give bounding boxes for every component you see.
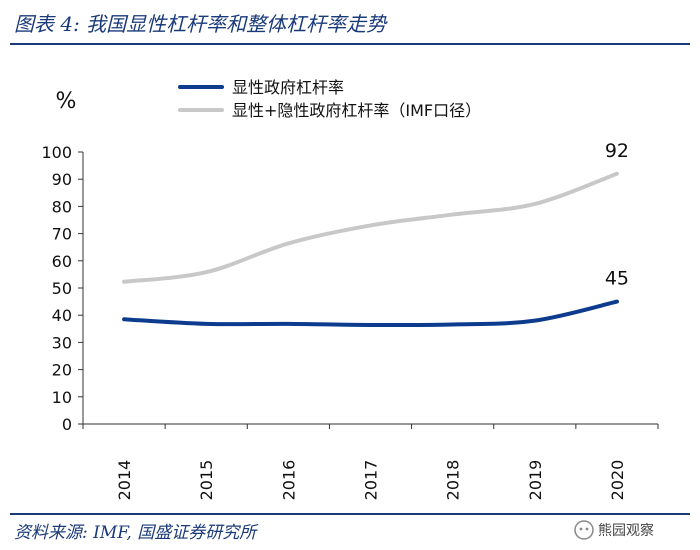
- legend-label-explicit: 显性政府杠杆率: [232, 78, 344, 97]
- end-value-label: 92: [605, 140, 629, 162]
- y-tick-label: 100: [41, 143, 72, 162]
- x-tick-label: 2018: [444, 460, 463, 501]
- x-tick-label: 2017: [362, 460, 381, 501]
- source-note: 资料来源: IMF, 国盛证券研究所: [14, 523, 257, 543]
- end-value-label: 45: [605, 268, 629, 290]
- watermark-text: 熊园观察: [598, 523, 654, 539]
- y-tick-label: 80: [52, 197, 72, 216]
- axes: 0 10 20 30 40 50 60 70 80 90 100 2014 2015 2016 2017 20…: [41, 143, 659, 501]
- footer-divider: [10, 513, 690, 515]
- x-tick-label: 2015: [197, 460, 216, 501]
- y-tick-label: 40: [52, 306, 72, 325]
- legend: 显性政府杠杆率 显性+隐性政府杠杆率（IMF口径）: [178, 78, 481, 120]
- wechat-icon: [574, 520, 594, 540]
- y-tick-label: 0: [62, 415, 72, 434]
- y-tick-label: 60: [52, 252, 72, 271]
- y-tick-label: 50: [52, 279, 72, 298]
- page-title: 图表 4: 我国显性杠杆率和整体杠杆率走势: [14, 12, 387, 36]
- series-line-explicit: [122, 299, 619, 328]
- legend-label-total: 显性+隐性政府杠杆率（IMF口径）: [232, 101, 481, 120]
- x-tick-label: 2020: [608, 460, 627, 501]
- series-line-total: [122, 171, 619, 284]
- x-tick-label: 2016: [279, 460, 298, 501]
- y-tick-label: 20: [52, 361, 72, 380]
- y-tick-label: 70: [52, 225, 72, 244]
- y-tick-label: 10: [52, 388, 72, 407]
- title-divider: [10, 43, 690, 45]
- y-axis-label: %: [56, 89, 77, 114]
- series-layer: 92 45: [122, 140, 629, 328]
- y-tick-label: 30: [52, 333, 72, 352]
- x-tick-label: 2014: [115, 460, 134, 501]
- x-tick-label: 2019: [526, 460, 545, 501]
- y-tick-label: 90: [52, 170, 72, 189]
- watermark: 熊园观察: [574, 520, 654, 540]
